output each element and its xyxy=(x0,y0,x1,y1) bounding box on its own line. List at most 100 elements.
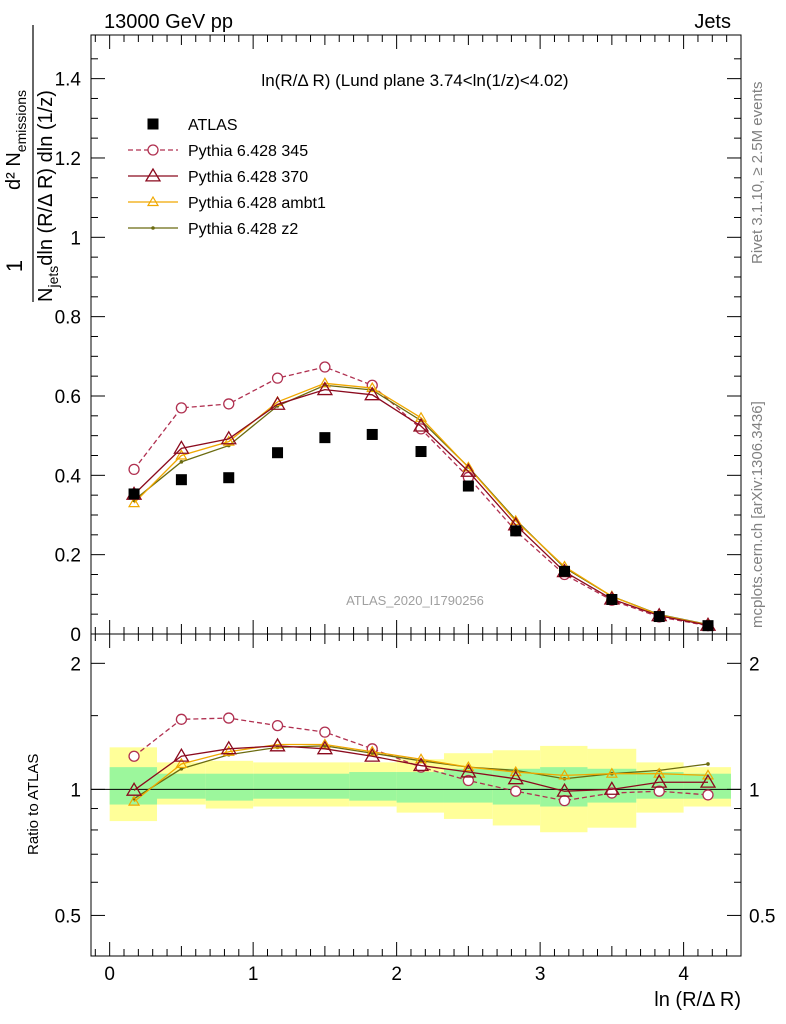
legend-item-ambt1: Pythia 6.428 ambt1 xyxy=(128,195,326,212)
data-point-atlas xyxy=(702,620,714,632)
ratio-point-p345 xyxy=(271,719,284,732)
ratio-point-ambt1 xyxy=(127,795,141,806)
data-point-atlas xyxy=(128,488,140,500)
ratio-point-p370 xyxy=(220,740,237,755)
data-point-p370 xyxy=(173,440,190,454)
data-point-p345 xyxy=(319,361,331,373)
legend-label-z2: Pythia 6.428 z2 xyxy=(188,221,298,238)
data-point-p345 xyxy=(175,402,188,414)
data-point-ambt1 xyxy=(414,411,428,422)
ratio-point-p345 xyxy=(702,789,714,801)
y-tick-label: 0.2 xyxy=(55,546,81,567)
ratio-point-z2 xyxy=(706,762,710,766)
main-plot-title: ln(R/Δ R) (Lund plane 3.74<ln(1/z)<4.02) xyxy=(261,71,568,90)
ratio-point-p370 xyxy=(507,770,524,785)
ratio-point-p345 xyxy=(319,726,331,738)
rivet-version-label: Rivet 3.1.10, ≥ 2.5M events xyxy=(749,82,766,265)
ratio-point-p370 xyxy=(125,782,143,796)
ratio-point-p370 xyxy=(269,737,286,752)
ratio-point-p345 xyxy=(128,750,140,762)
data-point-ambt1 xyxy=(127,496,141,508)
main-y-axis-label: 1 d² Nemissions Njetsdln (R/Δ R) dln (1/… xyxy=(2,25,61,302)
ratio-point-p345 xyxy=(462,774,475,787)
legend-marker-ambt1 xyxy=(146,195,160,207)
ratio-point-p345 xyxy=(175,713,188,725)
header-right: Jets xyxy=(694,11,731,33)
y-tick-label: 1.2 xyxy=(55,149,81,170)
ratio-point-ambt1 xyxy=(701,769,715,780)
data-point-p370 xyxy=(412,417,430,432)
legend-item-p345: Pythia 6.428 345 xyxy=(128,143,308,160)
y-label-prefix: 1 xyxy=(2,260,27,272)
y-label-den-sub: jets xyxy=(45,266,61,289)
x-tick-label: 2 xyxy=(391,964,402,985)
data-point-atlas xyxy=(653,611,665,623)
ratio-point-p370 xyxy=(460,763,477,778)
ratio-point-p345 xyxy=(223,712,235,724)
y-tick-label: 0.4 xyxy=(55,466,82,487)
ratio-y-tick-label: 0.5 xyxy=(55,906,81,927)
data-point-atlas xyxy=(462,480,474,492)
ratio-series xyxy=(125,712,717,807)
ratio-point-p345 xyxy=(510,785,522,797)
data-point-atlas xyxy=(606,593,618,605)
x-axis-label: ln (R/Δ R) xyxy=(654,989,741,1011)
analysis-watermark: ATLAS_2020_I1790256 xyxy=(346,593,484,608)
data-point-ambt1 xyxy=(318,377,331,388)
data-point-p370 xyxy=(460,463,477,477)
ratio-point-p370 xyxy=(173,747,190,762)
data-point-atlas xyxy=(223,472,235,484)
data-point-p370 xyxy=(220,430,237,445)
ratio-point-p345 xyxy=(653,785,665,797)
band-inner-bin xyxy=(349,772,397,801)
legend-item-atlas: ATLAS xyxy=(147,117,238,134)
ratio-point-p370 xyxy=(556,782,573,797)
ratio-point-p345 xyxy=(558,794,571,807)
data-point-p345 xyxy=(223,398,235,410)
ratio-y-tick-label: 1 xyxy=(70,780,81,801)
data-point-p370 xyxy=(364,386,381,401)
ratio-point-ambt1 xyxy=(558,769,571,780)
ratio-point-ambt1 xyxy=(509,765,522,777)
ratio-point-ambt1 xyxy=(653,767,666,778)
series-line-p345 xyxy=(133,366,709,627)
x-tick-label: 4 xyxy=(678,964,689,985)
data-point-ambt1 xyxy=(366,381,379,393)
header-left: 13000 GeV pp xyxy=(104,11,233,33)
x-tick-label: 3 xyxy=(535,964,546,985)
ratio-point-p370 xyxy=(412,757,430,772)
mcplots-label: mcplots.cern.ch [arXiv:1306.3436] xyxy=(749,401,766,628)
x-tick-label: 0 xyxy=(104,964,115,985)
ratio-plot-frame xyxy=(90,633,742,957)
y-tick-label: 0 xyxy=(70,625,81,646)
ratio-point-ambt1 xyxy=(318,738,331,749)
y-tick-label: 0.6 xyxy=(55,387,81,408)
y-tick-label: 1.4 xyxy=(55,70,82,91)
y-label-den-main: N xyxy=(35,288,57,302)
data-point-z2 xyxy=(179,460,184,464)
ratio-y-tick-label-right: 2 xyxy=(749,654,760,675)
y-label-num-sub: emissions xyxy=(13,90,29,152)
data-point-atlas xyxy=(510,525,522,537)
ratio-point-ambt1 xyxy=(222,745,235,756)
ratio-y-tick-label-right: 0.5 xyxy=(749,906,775,927)
band-inner-bin xyxy=(205,773,254,801)
ratio-line-p370 xyxy=(133,745,708,792)
ratio-point-ambt1 xyxy=(366,745,379,756)
x-tick-label: 1 xyxy=(248,964,259,985)
band-inner-bin xyxy=(253,773,301,799)
data-point-atlas xyxy=(559,565,571,577)
ratio-point-p370 xyxy=(364,747,381,762)
ratio-point-p370 xyxy=(699,773,717,788)
y-tick-label: 0.8 xyxy=(55,308,81,329)
legend-marker-z2 xyxy=(151,226,155,230)
ratio-y-axis-label: Ratio to ATLAS xyxy=(25,754,42,855)
data-point-atlas xyxy=(415,446,427,458)
band-inner-bin xyxy=(300,773,350,799)
ratio-point-p345 xyxy=(606,787,618,799)
ratio-y-tick-label-right: 1 xyxy=(749,780,760,801)
ratio-point-p370 xyxy=(603,781,620,795)
data-point-atlas xyxy=(175,474,187,486)
data-point-atlas xyxy=(366,428,378,440)
